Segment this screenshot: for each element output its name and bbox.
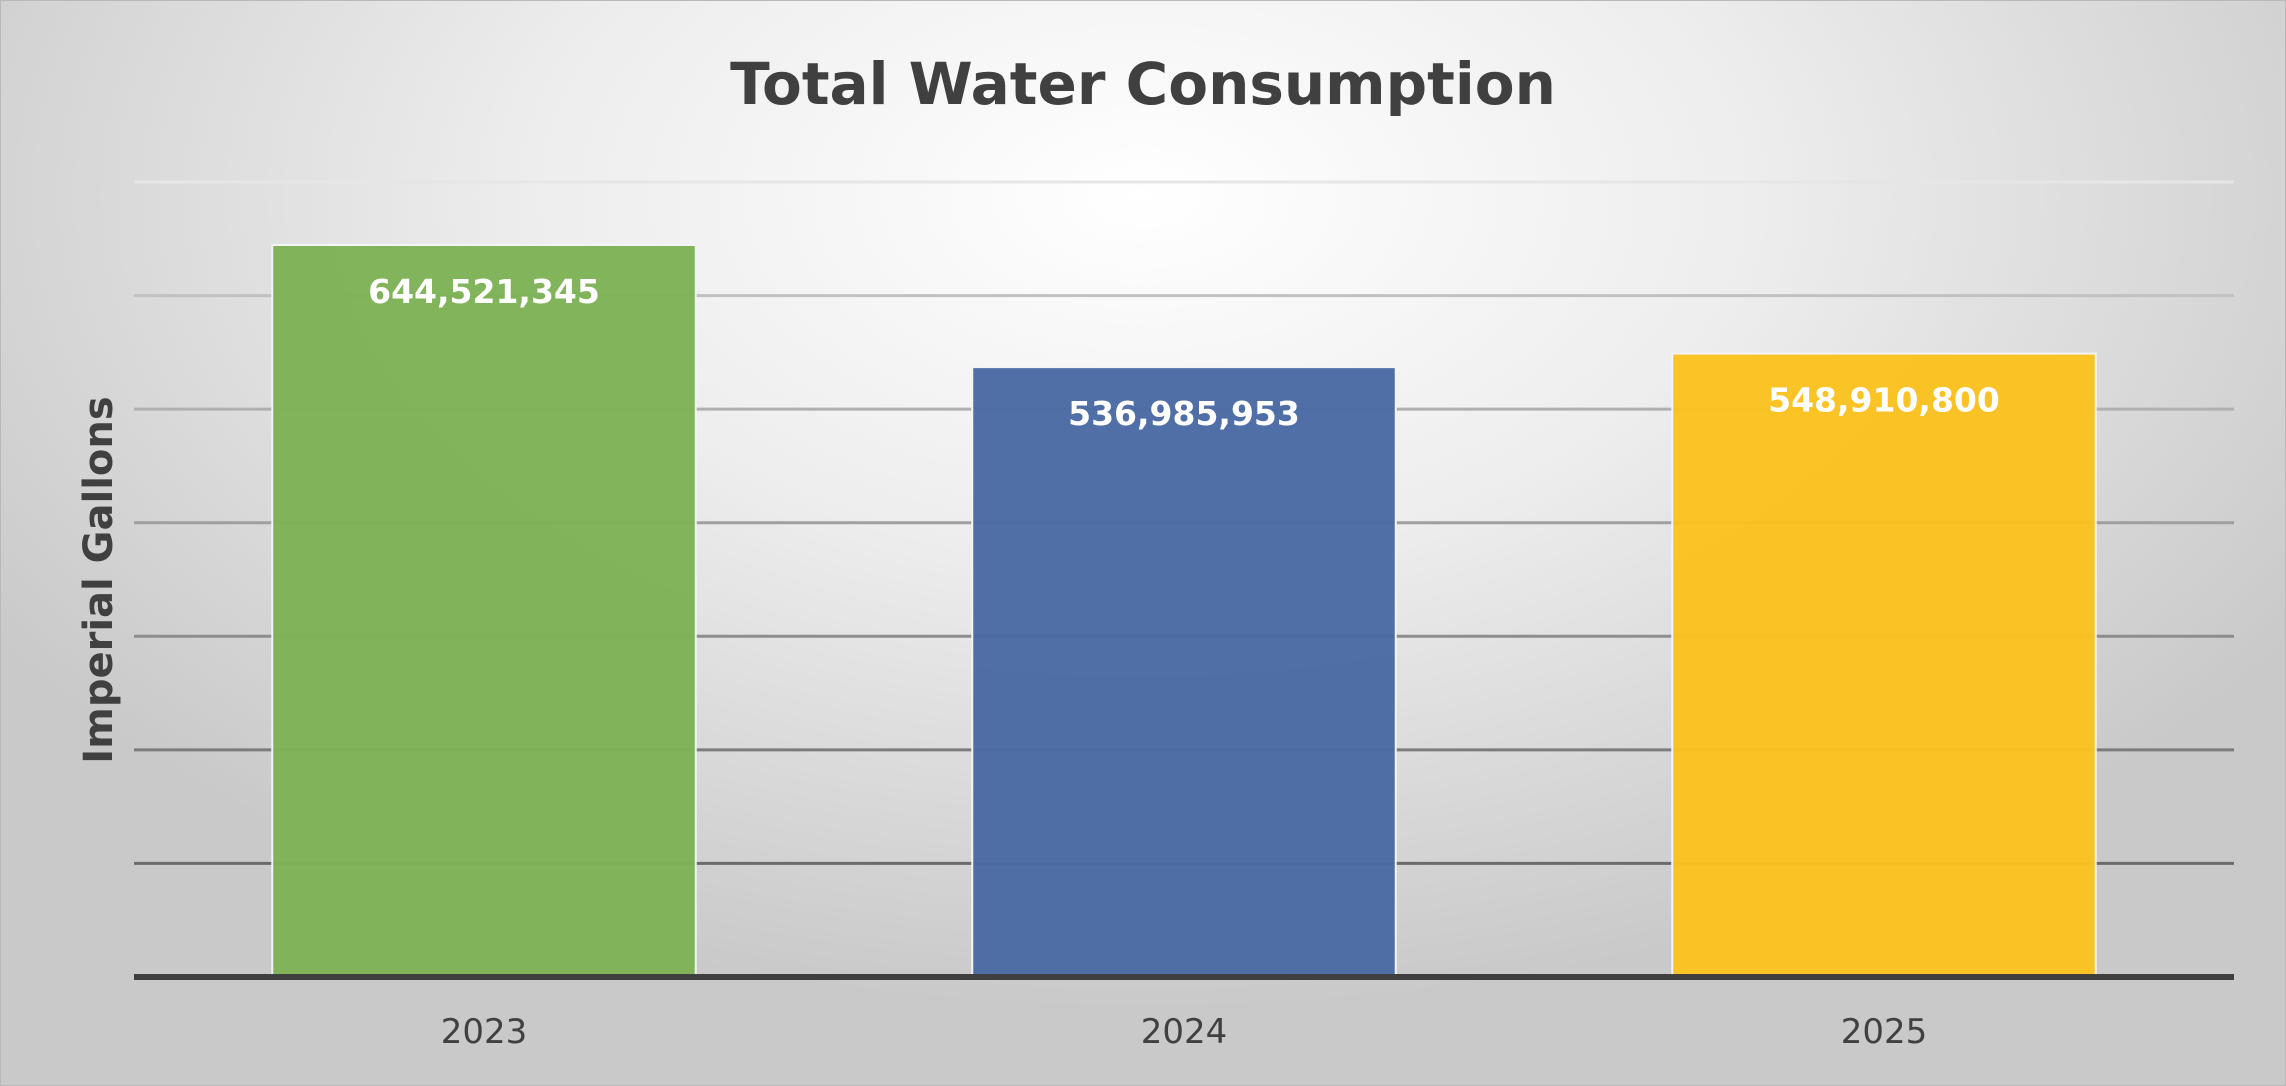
- y-axis-label: Imperial Gallons: [76, 396, 122, 763]
- data-label-2024: 536,985,953: [1068, 394, 1300, 433]
- data-label-2025: 548,910,800: [1768, 381, 2000, 420]
- bars: [271, 244, 2097, 979]
- x-axis-tick-labels: 2023 2024 2025: [441, 1012, 1928, 1052]
- bar-2023: [271, 244, 697, 979]
- bar-2025: [1671, 352, 2097, 978]
- bar-2024: [971, 366, 1397, 978]
- data-label-2023: 644,521,345: [368, 272, 600, 311]
- data-labels: 644,521,345 536,985,953 548,910,800: [368, 272, 2000, 433]
- x-tick-label-2025: 2025: [1841, 1012, 1928, 1052]
- x-tick-label-2024: 2024: [1141, 1012, 1228, 1052]
- x-tick-label-2023: 2023: [441, 1012, 528, 1052]
- chart-title: Total Water Consumption: [730, 50, 1556, 118]
